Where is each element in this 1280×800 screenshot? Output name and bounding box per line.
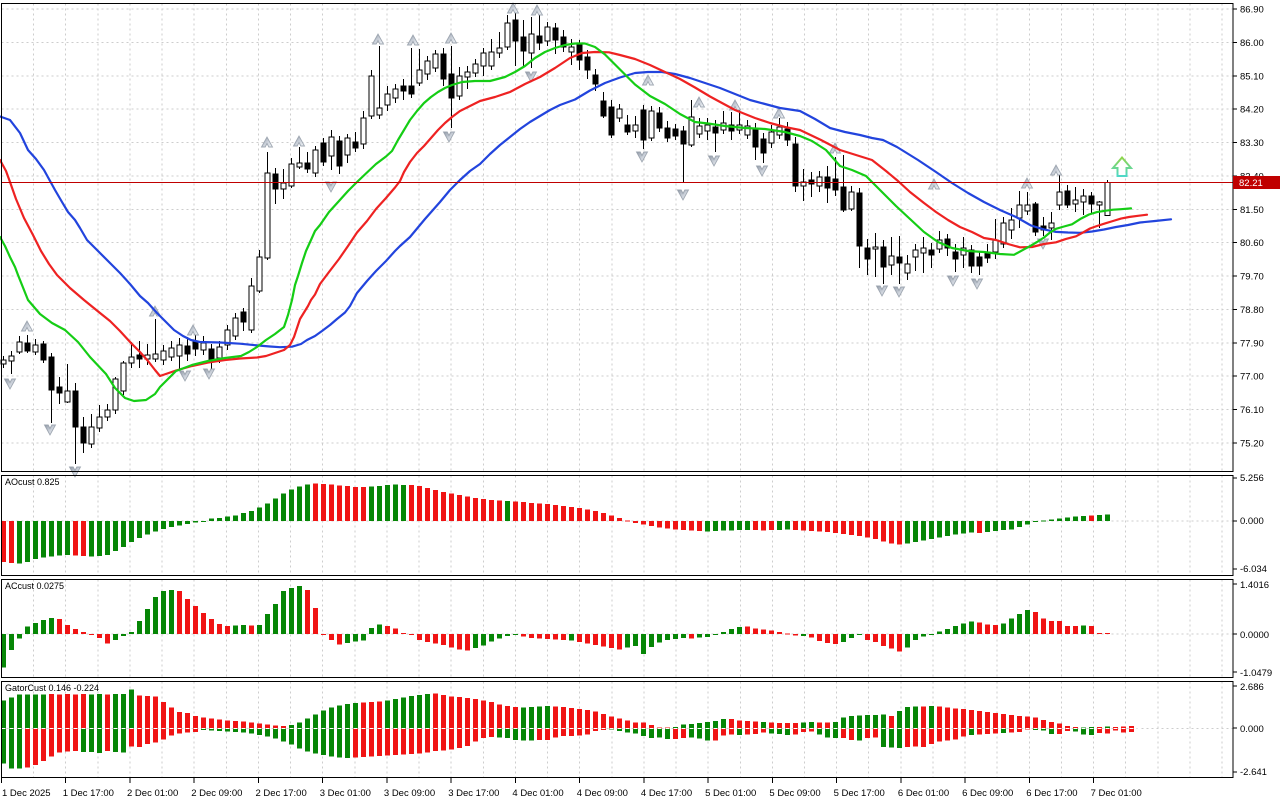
svg-text:76.10: 76.10 xyxy=(1240,405,1264,416)
svg-text:6 Dec 09:00: 6 Dec 09:00 xyxy=(962,788,1013,799)
svg-text:5 Dec 09:00: 5 Dec 09:00 xyxy=(769,788,820,799)
svg-text:0.000: 0.000 xyxy=(1240,516,1264,527)
svg-text:2 Dec 17:00: 2 Dec 17:00 xyxy=(256,788,307,799)
svg-text:4 Dec 01:00: 4 Dec 01:00 xyxy=(512,788,563,799)
svg-text:77.00: 77.00 xyxy=(1240,372,1264,383)
svg-text:AOcust 0.825: AOcust 0.825 xyxy=(5,477,60,487)
svg-text:7 Dec 01:00: 7 Dec 01:00 xyxy=(1091,788,1142,799)
svg-text:5 Dec 01:00: 5 Dec 01:00 xyxy=(705,788,756,799)
svg-text:2.686: 2.686 xyxy=(1240,682,1264,693)
svg-text:0.0000: 0.0000 xyxy=(1240,630,1269,641)
svg-text:5 Dec 17:00: 5 Dec 17:00 xyxy=(834,788,885,799)
svg-text:82.21: 82.21 xyxy=(1239,178,1263,189)
svg-text:86.90: 86.90 xyxy=(1240,5,1264,16)
svg-text:GatorCust 0.146 -0.224: GatorCust 0.146 -0.224 xyxy=(5,683,99,693)
svg-text:3 Dec 01:00: 3 Dec 01:00 xyxy=(320,788,371,799)
svg-text:4 Dec 09:00: 4 Dec 09:00 xyxy=(577,788,628,799)
svg-text:-6.034: -6.034 xyxy=(1240,564,1267,575)
svg-text:80.60: 80.60 xyxy=(1240,238,1264,249)
svg-text:84.20: 84.20 xyxy=(1240,105,1264,116)
svg-text:1 Dec 2025: 1 Dec 2025 xyxy=(2,788,51,799)
svg-text:-2.641: -2.641 xyxy=(1240,767,1267,778)
svg-text:85.10: 85.10 xyxy=(1240,71,1264,82)
svg-text:79.70: 79.70 xyxy=(1240,272,1264,283)
svg-text:0.000: 0.000 xyxy=(1240,724,1264,735)
svg-text:-1.0479: -1.0479 xyxy=(1240,668,1272,679)
svg-text:77.90: 77.90 xyxy=(1240,338,1264,349)
svg-text:86.00: 86.00 xyxy=(1240,38,1264,49)
svg-text:3 Dec 17:00: 3 Dec 17:00 xyxy=(448,788,499,799)
svg-text:4 Dec 17:00: 4 Dec 17:00 xyxy=(641,788,692,799)
svg-text:1 Dec 17:00: 1 Dec 17:00 xyxy=(63,788,114,799)
svg-text:6 Dec 01:00: 6 Dec 01:00 xyxy=(898,788,949,799)
svg-text:2 Dec 01:00: 2 Dec 01:00 xyxy=(127,788,178,799)
svg-text:3 Dec 09:00: 3 Dec 09:00 xyxy=(384,788,435,799)
svg-text:1.4016: 1.4016 xyxy=(1240,580,1269,591)
svg-text:2 Dec 09:00: 2 Dec 09:00 xyxy=(191,788,242,799)
svg-text:75.20: 75.20 xyxy=(1240,439,1264,450)
svg-text:ACcust 0.0275: ACcust 0.0275 xyxy=(5,581,64,591)
svg-text:81.50: 81.50 xyxy=(1240,205,1264,216)
svg-text:83.30: 83.30 xyxy=(1240,138,1264,149)
svg-text:6 Dec 17:00: 6 Dec 17:00 xyxy=(1026,788,1077,799)
svg-text:5.256: 5.256 xyxy=(1240,473,1264,484)
svg-text:78.80: 78.80 xyxy=(1240,305,1264,316)
